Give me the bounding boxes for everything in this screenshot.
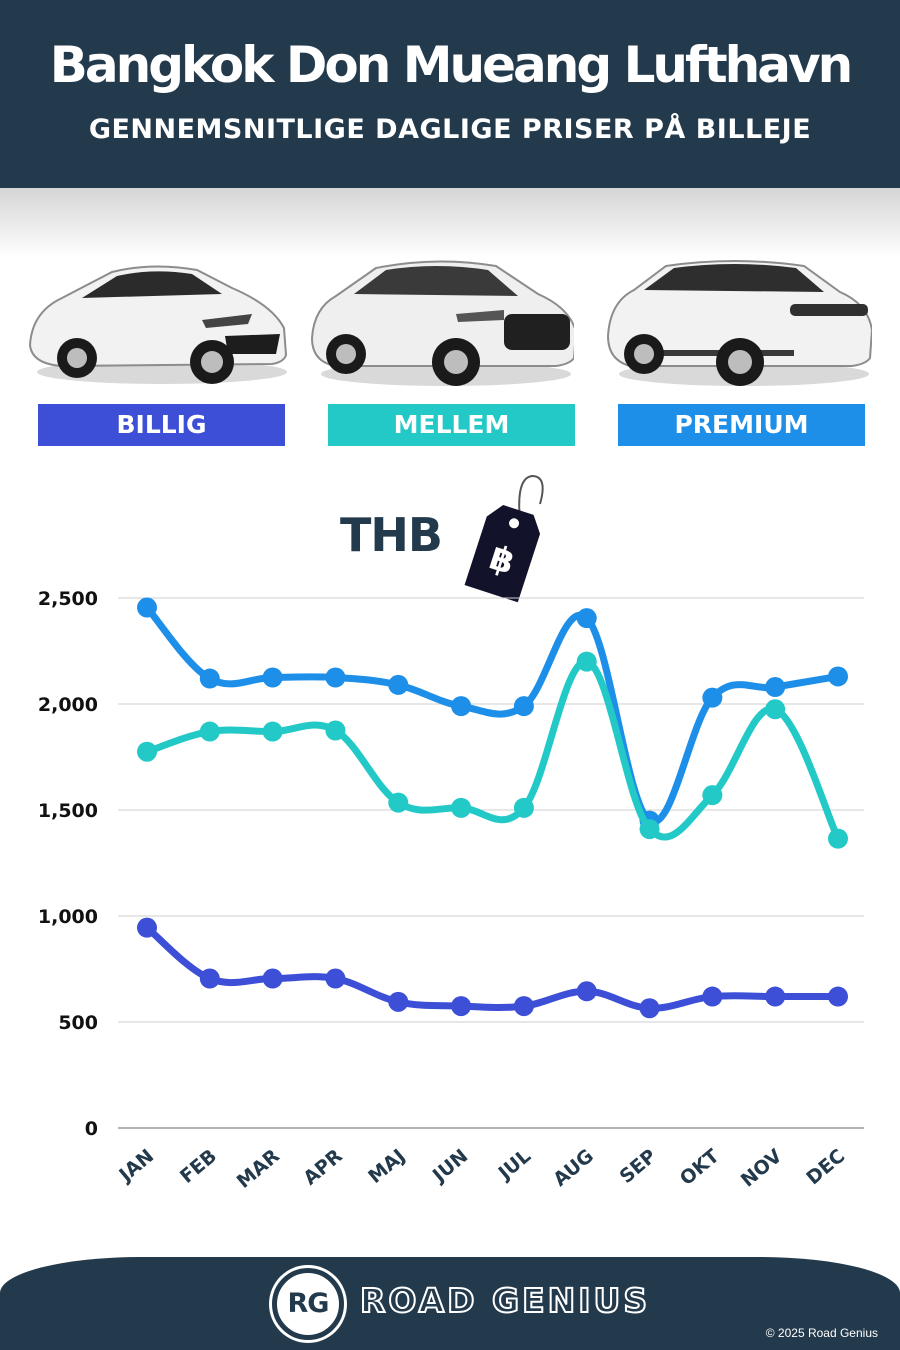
page-title: Bangkok Don Mueang Lufthavn <box>49 36 853 94</box>
data-point-mellem-feb <box>199 721 220 742</box>
price-line-chart: 0 500 1,000 1,500 2,000 2,500 JAN FEB MAR APR MAJ… <box>38 588 864 1193</box>
grid-lines <box>118 597 864 1129</box>
footer-banner <box>0 1257 900 1350</box>
data-point-billig-jul <box>513 996 534 1017</box>
data-point-premium-jun <box>451 696 472 717</box>
hatchback-car-icon <box>28 265 288 384</box>
series-billig <box>137 917 848 1019</box>
x-tick-label: JUN <box>427 1145 472 1188</box>
x-tick-label: MAR <box>233 1145 284 1193</box>
data-point-mellem-aug <box>576 651 597 672</box>
x-tick-label: OKT <box>676 1145 724 1190</box>
series-line-billig <box>143 924 842 1012</box>
data-point-billig-nov <box>765 986 786 1007</box>
y-tick-label: 500 <box>58 1012 98 1034</box>
data-point-mellem-dec <box>828 828 848 849</box>
x-tick-label: APR <box>299 1145 347 1190</box>
series-mellem <box>137 651 848 849</box>
data-series <box>137 597 848 1019</box>
series-line-premium <box>143 604 842 826</box>
x-axis-tick-labels: JAN FEB MAR APR MAJ JUN JUL AUG SEP OKT NOV DEC <box>114 1145 850 1193</box>
y-tick-label: 1,500 <box>38 800 98 822</box>
data-point-billig-mar <box>262 968 283 989</box>
x-tick-label: NOV <box>737 1145 787 1192</box>
x-tick-label: MAJ <box>364 1145 409 1188</box>
data-point-mellem-okt <box>702 785 723 806</box>
suv-car-icon <box>310 260 574 386</box>
logo-letters: RG <box>287 1288 330 1319</box>
header-banner: Bangkok Don Mueang Lufthavn GENNEMSNITLI… <box>0 0 900 188</box>
data-point-mellem-mar <box>262 721 283 742</box>
data-point-billig-jun <box>451 996 472 1017</box>
x-tick-label: FEB <box>176 1145 221 1188</box>
data-point-mellem-apr <box>325 720 346 741</box>
copyright-text: © 2025 Road Genius <box>765 1326 878 1340</box>
data-point-premium-mar <box>262 667 283 688</box>
data-point-billig-maj <box>388 991 409 1012</box>
data-point-premium-feb <box>199 668 220 689</box>
data-point-mellem-jun <box>451 797 472 818</box>
brand-name: ROAD GENIUS <box>359 1280 651 1321</box>
price-tag-icon: ฿ <box>464 474 544 603</box>
series-premium <box>137 597 848 831</box>
data-point-billig-sep <box>639 998 660 1019</box>
y-axis-tick-labels: 0 500 1,000 1,500 2,000 2,500 <box>38 588 98 1140</box>
data-point-billig-okt <box>702 986 723 1007</box>
series-line-mellem <box>143 658 842 843</box>
badge-billig: BILLIG <box>38 404 285 446</box>
data-point-billig-aug <box>576 981 597 1002</box>
data-point-mellem-jul <box>513 797 534 818</box>
currency-label: THB <box>340 508 443 562</box>
header-shadow <box>0 188 900 258</box>
data-point-premium-aug <box>576 608 597 629</box>
data-point-billig-feb <box>199 968 220 989</box>
badge-premium: PREMIUM <box>618 404 865 446</box>
x-tick-label: JAN <box>114 1145 159 1187</box>
badge-mellem: MELLEM <box>328 404 575 446</box>
x-tick-label: SEP <box>616 1145 661 1188</box>
data-point-mellem-maj <box>388 792 409 813</box>
data-point-premium-apr <box>325 667 346 688</box>
data-point-billig-apr <box>325 968 346 989</box>
data-point-billig-jan <box>137 917 157 938</box>
y-tick-label: 2,500 <box>38 588 98 610</box>
y-tick-label: 0 <box>85 1118 98 1140</box>
data-point-premium-jul <box>513 696 534 717</box>
data-point-mellem-sep <box>639 819 660 840</box>
x-tick-label: DEC <box>802 1145 849 1189</box>
data-point-mellem-jan <box>137 741 157 762</box>
data-point-premium-maj <box>388 674 409 695</box>
data-point-mellem-nov <box>765 699 786 720</box>
data-point-premium-dec <box>828 666 848 687</box>
x-tick-label: JUL <box>493 1145 535 1185</box>
y-tick-label: 1,000 <box>38 906 98 928</box>
luxury-suv-car-icon <box>606 260 872 386</box>
data-point-premium-jan <box>137 597 157 618</box>
y-tick-label: 2,000 <box>38 694 98 716</box>
x-tick-label: AUG <box>549 1145 598 1191</box>
data-point-premium-nov <box>765 677 786 698</box>
data-point-premium-okt <box>702 687 723 708</box>
page-subtitle: GENNEMSNITLIGE DAGLIGE PRISER PÅ BILLEJE <box>88 114 812 145</box>
data-point-billig-dec <box>828 986 848 1007</box>
road-genius-logo: RG <box>272 1268 344 1340</box>
